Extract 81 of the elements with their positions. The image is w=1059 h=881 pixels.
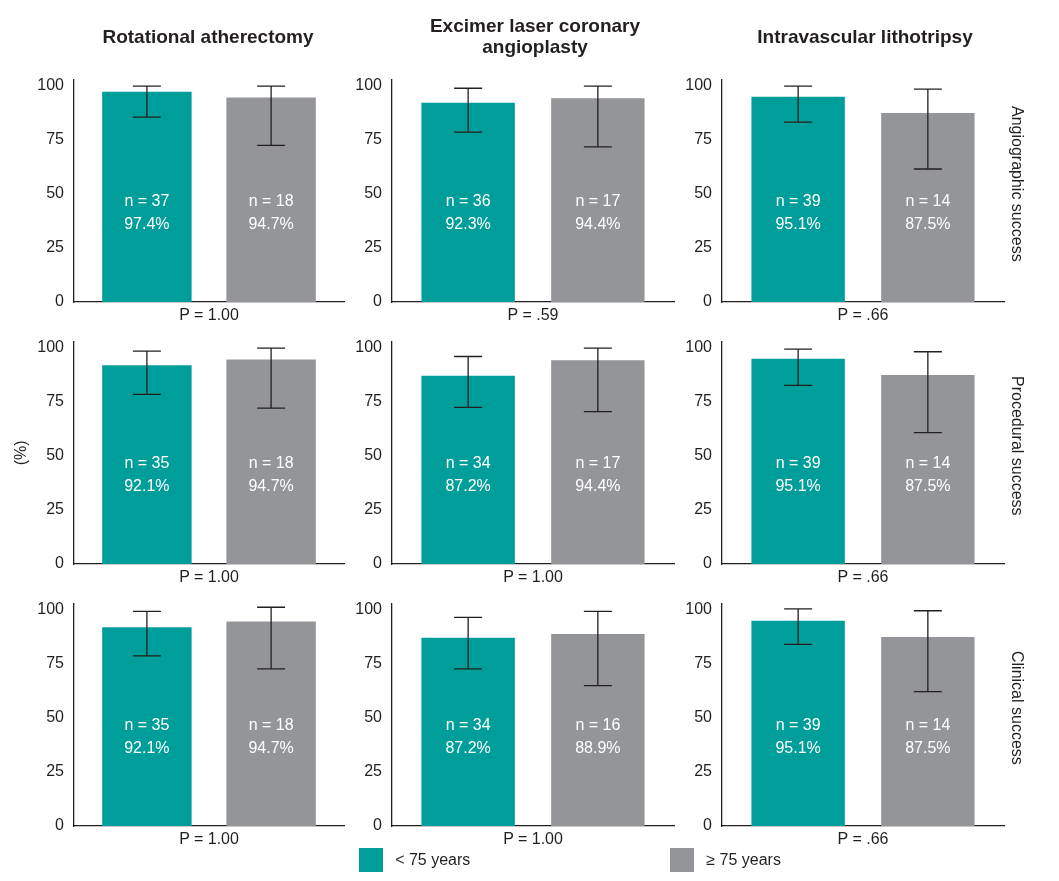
text: P = 1.00 [179,306,239,324]
y-tick-label: 25 [46,238,65,256]
data-label: n = 17 94.4% [575,192,621,233]
text: P = .59 [507,306,559,324]
y-tick-label: 100 [685,338,713,356]
data-label: n = 17 94.4% [575,454,621,495]
y-tick-label: 100 [37,76,65,94]
y-tick-label: 50 [694,184,713,202]
y-tick-label: 100 [685,600,713,618]
y-tick-label: 0 [373,554,383,572]
chart-title: Excimer laser coronary angioplasty [428,15,642,58]
y2-axis-title: Procedural success [1008,375,1026,518]
data-label: n = 18 94.7% [248,716,294,757]
y-tick-label: 75 [46,392,65,410]
data-label: n = 34 87.2% [445,454,491,495]
y-tick-label: 25 [46,762,65,780]
legend-label: ≥ 75 years [706,851,781,869]
y-tick-label: 100 [37,600,65,618]
data-label: n = 18 94.7% [248,192,294,233]
data-label: n = 39 95.1% [775,192,821,233]
y-tick-label: 25 [364,238,383,256]
y-tick-label: 100 [355,76,383,94]
y-tick-label: 50 [694,446,713,464]
y-tick-label: 50 [46,708,65,726]
data-label: n = 39 95.1% [775,716,821,757]
y2-axis-title: Angiographic success [1008,105,1026,264]
chart-title: Rotational atherectomy [102,25,314,48]
y-tick-label: 0 [373,816,383,834]
data-label: n = 34 87.2% [445,716,491,757]
y-tick-label: 0 [55,554,65,572]
y-tick-label: 50 [46,446,65,464]
data-label: n = 16 88.9% [575,716,621,757]
data-label: n = 14 87.5% [905,454,951,495]
y-tick-label: 75 [694,654,713,672]
y-tick-label: 25 [364,500,383,518]
y-tick-label: 50 [364,446,383,464]
text: P = .66 [837,306,889,324]
y-tick-label: 0 [703,816,713,834]
y-axis-title: (%) [12,440,30,466]
y-tick-label: 75 [694,130,713,148]
y-tick-label: 100 [355,600,383,618]
text: P = 1.00 [179,568,239,586]
y-tick-label: 0 [55,292,65,310]
text: P = 1.00 [179,830,239,848]
data-label: n = 35 92.1% [124,454,170,495]
y-tick-label: 50 [364,184,383,202]
data-label: n = 14 87.5% [905,716,951,757]
text: P = .66 [837,830,889,848]
y-tick-label: 25 [46,500,65,518]
text: P = 1.00 [503,830,563,848]
y-tick-label: 75 [46,654,65,672]
y-tick-label: 0 [373,292,383,310]
y-tick-label: 25 [694,762,713,780]
legend-label: < 75 years [395,851,471,869]
y-tick-label: 100 [37,338,65,356]
y-tick-label: 25 [694,238,713,256]
y-tick-label: 50 [46,184,65,202]
y2-axis-title: Clinical success [1008,650,1026,767]
data-label: n = 39 95.1% [775,454,821,495]
y-tick-label: 100 [685,76,713,94]
y-tick-label: 75 [364,130,383,148]
y-tick-label: 75 [364,654,383,672]
y-tick-label: 0 [703,292,713,310]
data-label: n = 36 92.3% [445,192,491,233]
y-tick-label: 100 [355,338,383,356]
y-tick-label: 75 [46,130,65,148]
y-tick-label: 75 [364,392,383,410]
y-tick-label: 50 [364,708,383,726]
y-tick-label: 50 [694,708,713,726]
y-tick-label: 75 [694,392,713,410]
chart-title: Intravascular lithotripsy [757,25,973,48]
data-label: n = 35 92.1% [124,716,170,757]
y-tick-label: 25 [694,500,713,518]
text: P = .66 [837,568,889,586]
data-label: n = 14 87.5% [905,192,951,233]
y-tick-label: 0 [55,816,65,834]
y-tick-label: 25 [364,762,383,780]
data-label: n = 18 94.7% [248,454,294,495]
text: P = 1.00 [503,568,563,586]
y-tick-label: 0 [703,554,713,572]
data-label: n = 37 97.4% [124,192,170,233]
